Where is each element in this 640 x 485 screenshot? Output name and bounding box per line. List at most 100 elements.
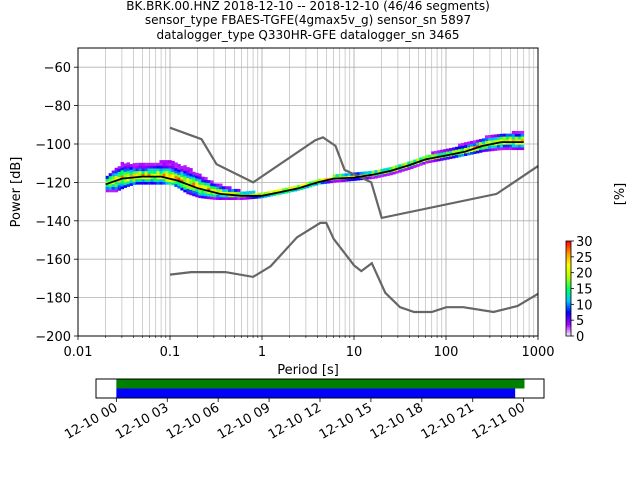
psd-cell [431,159,435,163]
psd-cell [449,156,453,160]
psd-cell [410,165,414,169]
psd-cell [114,183,119,187]
psd-cell [213,194,217,198]
colorbar-segment [566,290,571,293]
psd-cell [272,192,277,196]
psd-cell [514,139,519,142]
psd-cell [225,194,229,198]
psd-cell [341,178,345,182]
psd-cell [401,163,405,167]
psd-cell [132,171,136,175]
psd-cell [150,165,154,169]
psd-cell [344,173,348,177]
psd-cell [490,137,495,141]
colorbar-segment [566,324,571,327]
psd-cell [496,142,501,146]
psd-cell [302,186,307,190]
psd-cell [135,162,139,166]
psd-cell [117,182,122,186]
psd-cell [493,137,498,141]
psd-cell [225,196,229,200]
psd-cell [449,150,453,154]
psd-cell [207,196,211,200]
psd-cell [144,176,148,180]
psd-cell [150,162,154,166]
colorbar-segment [566,326,571,329]
psd-cell [275,192,280,196]
psd-cell [198,179,202,182]
psd-cell [135,168,139,172]
psd-cell [502,141,507,145]
psd-cell [147,173,151,177]
psd-cell [499,133,504,137]
psd-cell [380,174,384,178]
psd-cell [263,191,268,195]
colorbar-segment [566,320,571,323]
psd-cell [487,140,492,144]
psd-cell [150,178,154,182]
psd-cell [189,178,193,182]
psd-cell [147,176,151,180]
psd-cell [135,173,139,177]
psd-cell [198,184,202,188]
psd-cell [156,162,160,166]
psd-cell [162,168,166,172]
psd-cell [254,193,259,197]
psd-cell [225,186,229,190]
psd-cell [517,147,522,151]
psd-cell [472,140,477,144]
psd-cell [111,189,116,193]
psd-cell [508,136,513,140]
colorbar-segment [566,250,571,253]
psd-cell [123,182,127,186]
psd-cell [272,190,277,194]
psd-cell [126,183,130,187]
psd-cell [126,162,130,166]
colorbar-segment [566,313,571,316]
psd-cell [484,135,489,139]
psd-cell [198,195,202,199]
psd-cell [437,158,441,162]
psd-cell [180,182,184,186]
psd-cell [246,191,250,195]
psd-cell [517,139,522,142]
psd-cell [284,187,289,191]
psd-cell [410,160,414,164]
psd-cell [186,177,190,181]
psd-cell [380,168,384,172]
psd-cell [228,196,232,200]
psd-cell [159,168,163,172]
psd-cell [440,152,444,156]
psd-cell [156,178,160,182]
psd-cell [422,161,426,165]
psd-cell [204,195,208,199]
psd-cell [138,165,142,169]
psd-cell [117,174,122,178]
psd-cell [353,177,357,181]
psd-cell [114,186,119,190]
psd-cell [219,186,223,190]
psd-cell [180,184,184,188]
psd-cell [126,173,130,177]
psd-cell [338,179,342,183]
psd-cell [314,182,319,186]
psd-cell [120,180,125,184]
psd-cell [186,175,190,179]
psd-cell [416,158,420,162]
psd-cell [183,189,187,193]
psd-cell [195,188,199,192]
colorbar-segment [566,272,571,275]
colorbar-segment [566,280,571,283]
psd-cell [162,162,166,166]
colorbar-segment [566,296,571,299]
psd-cell [132,168,136,172]
psd-cell [189,186,193,190]
psd-cell [356,177,360,181]
plot-frame [77,47,539,337]
psd-cell [120,164,125,168]
psd-cell [207,190,211,194]
psd-cell [511,144,516,148]
psd-cell [317,181,322,185]
timeline-tick-label: 12-10 06 [164,400,222,442]
psd-cell [144,178,148,182]
